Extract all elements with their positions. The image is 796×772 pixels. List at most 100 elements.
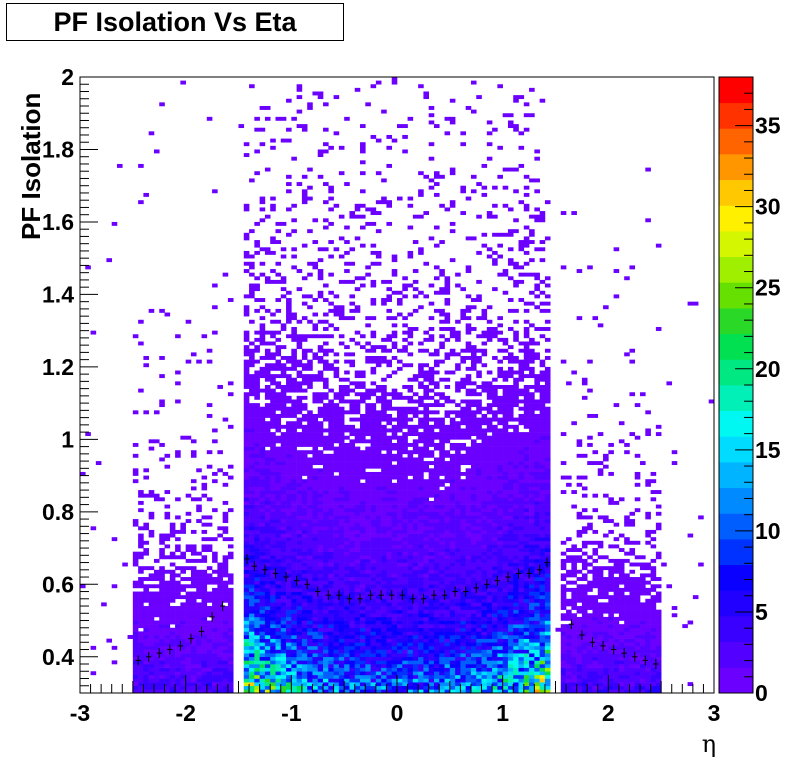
heatmap-cell — [465, 486, 472, 491]
heatmap-cell — [190, 479, 197, 484]
heatmap-cell — [391, 685, 398, 690]
heatmap-cell — [148, 613, 155, 618]
heatmap-cell — [386, 522, 393, 527]
heatmap-cell — [370, 345, 377, 350]
heatmap-cell — [243, 500, 250, 505]
heatmap-cell — [402, 500, 408, 505]
heatmap-cell — [296, 627, 303, 632]
heatmap-cell — [449, 482, 456, 487]
heatmap-cell — [397, 533, 403, 538]
heatmap-cell — [116, 163, 123, 168]
heatmap-cell — [328, 613, 334, 618]
heatmap-cell — [243, 602, 250, 607]
heatmap-cell — [439, 522, 445, 527]
heatmap-cell — [317, 587, 324, 592]
heatmap-cell — [397, 421, 403, 426]
heatmap-cell — [328, 609, 334, 614]
heatmap-cell — [323, 410, 329, 415]
heatmap-cell — [460, 544, 466, 549]
heatmap-cell — [296, 649, 303, 654]
heatmap-cell — [418, 642, 424, 647]
heatmap-cell — [433, 421, 440, 426]
heatmap-cell — [444, 580, 451, 585]
heatmap-cell — [259, 439, 266, 444]
heatmap-cell — [222, 417, 229, 422]
heatmap-cell — [465, 435, 472, 440]
heatmap-cell — [217, 649, 223, 654]
heatmap-cell — [397, 529, 403, 534]
heatmap-cell — [444, 410, 451, 415]
heatmap-cell — [291, 511, 297, 516]
heatmap-cell — [153, 689, 160, 694]
heatmap-cell — [275, 537, 282, 542]
heatmap-cell — [138, 620, 144, 625]
heatmap-cell — [433, 551, 440, 556]
heatmap-cell — [370, 526, 377, 531]
heatmap-cell — [402, 620, 408, 625]
heatmap-cell — [418, 453, 424, 458]
heatmap-cell — [180, 667, 186, 672]
heatmap-cell — [328, 620, 334, 625]
heatmap-cell — [264, 504, 271, 509]
heatmap-cell — [365, 540, 371, 545]
heatmap-cell — [439, 345, 445, 350]
heatmap-cell — [301, 395, 308, 400]
heatmap-cell — [153, 598, 160, 603]
heatmap-cell — [249, 442, 255, 447]
heatmap-cell — [418, 548, 424, 552]
heatmap-cell — [402, 421, 408, 426]
heatmap-cell — [286, 406, 292, 411]
heatmap-cell — [275, 562, 282, 567]
heatmap-cell — [190, 497, 197, 502]
heatmap-cell — [465, 388, 472, 393]
heatmap-cell — [344, 511, 350, 516]
heatmap-cell — [249, 421, 255, 426]
heatmap-cell — [296, 486, 303, 491]
heatmap-cell — [275, 435, 282, 440]
heatmap-cell — [227, 631, 234, 636]
heatmap-cell — [164, 533, 171, 538]
heatmap-cell — [243, 410, 250, 415]
heatmap-cell — [206, 682, 213, 687]
heatmap-cell — [370, 511, 377, 516]
heatmap-cell — [449, 551, 456, 556]
heatmap-cell — [449, 424, 456, 429]
heatmap-cell — [460, 671, 466, 676]
heatmap-cell — [344, 638, 350, 643]
heatmap-cell — [375, 493, 382, 498]
heatmap-cell — [222, 482, 229, 487]
heatmap-cell — [455, 616, 461, 621]
heatmap-cell — [465, 265, 472, 270]
heatmap-cell — [249, 616, 255, 621]
heatmap-cell — [301, 551, 308, 556]
heatmap-cell — [370, 471, 377, 476]
heatmap-cell — [206, 645, 213, 650]
heatmap-cell — [286, 461, 292, 466]
heatmap-cell — [428, 120, 435, 125]
heatmap-cell — [433, 522, 440, 527]
heatmap-cell — [190, 558, 197, 563]
heatmap-cell — [333, 464, 340, 469]
heatmap-cell — [323, 218, 329, 223]
heatmap-cell — [412, 497, 419, 502]
heatmap-cell — [386, 562, 393, 567]
heatmap-cell — [349, 577, 356, 581]
heatmap-cell — [249, 352, 255, 357]
heatmap-cell — [402, 482, 408, 487]
heatmap-cell — [323, 497, 329, 502]
heatmap-cell — [354, 428, 361, 433]
heatmap-cell — [159, 685, 165, 690]
heatmap-cell — [412, 377, 419, 382]
heatmap-cell — [338, 569, 345, 574]
heatmap-cell — [365, 511, 371, 516]
heatmap-cell — [465, 685, 472, 690]
heatmap-cell — [433, 627, 440, 632]
heatmap-cell — [418, 587, 424, 592]
heatmap-cell — [212, 606, 218, 610]
heatmap-cell — [460, 577, 466, 581]
heatmap-cell — [333, 511, 340, 516]
heatmap-cell — [402, 464, 408, 469]
heatmap-cell — [275, 660, 282, 665]
heatmap-cell — [286, 602, 292, 607]
heatmap-cell — [190, 613, 197, 618]
